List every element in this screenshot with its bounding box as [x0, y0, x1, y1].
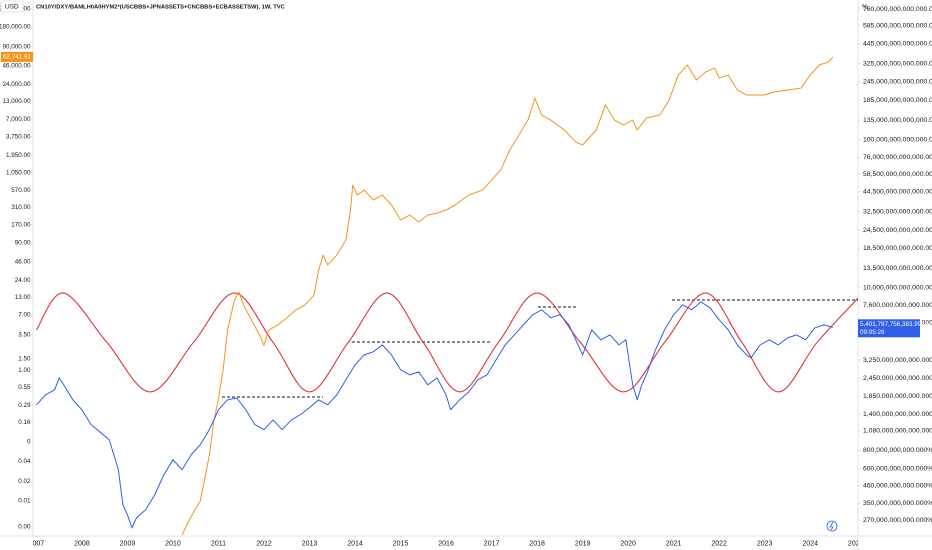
y-tick-label: 3.50	[18, 331, 31, 338]
y2-tick-label: 1,400,000,000,000.000%	[863, 411, 932, 418]
y2-tick-label: 10,000,000,000,000.000%	[863, 284, 932, 291]
x-tick-label: 2016	[438, 540, 454, 547]
y-tick-label: 1,950.00	[6, 152, 31, 159]
y2-tick-label: 1,080,000,000,000.000%	[863, 428, 932, 435]
y-tick-label: 0.16	[18, 419, 31, 426]
x-tick-label: 2018	[529, 540, 545, 547]
y-tick-label: 1.00	[18, 367, 31, 374]
y2-tick-label: 350,000,000,000.000%	[863, 500, 932, 507]
y2-tick-label: 245,000,000,000,000.000%	[863, 79, 932, 86]
y-tick-label: 7.00	[18, 312, 31, 319]
y2-tick-label: 7,600,000,000,000.000%	[863, 302, 932, 309]
y2-tick-label: 100,000,000,000,000.000%	[863, 136, 932, 143]
x-tick-label: 2014	[347, 540, 363, 547]
last-price-label: 62,741.91	[3, 54, 32, 61]
series-line	[35, 292, 858, 393]
y2-tick-label: 460,000,000,000.000%	[863, 483, 932, 490]
x-tick-label: 2008	[74, 540, 90, 547]
y-tick-label: 24.00	[15, 277, 31, 284]
y2-tick-label: 3,250,000,000,000.000%	[863, 357, 932, 364]
x-tick-label: 2020	[620, 540, 636, 547]
y-tick-label: 3,750.00	[6, 134, 31, 141]
y2-tick-label: 44,500,000,000,000.000%	[863, 188, 932, 195]
percent-label: %	[862, 4, 868, 11]
y-tick-label: 570.00	[11, 187, 31, 194]
x-tick-label: 2007	[29, 540, 45, 547]
countdown-label: 09:05:28	[860, 329, 885, 336]
y2-tick-label: 585,000,000,000,000.000%	[863, 23, 932, 30]
currency-label: USD	[5, 4, 19, 11]
y-tick-label: 0.55	[18, 384, 31, 391]
time-axis: 2007 2008 2009 2010 2011 2012 2013 2014 2015 2016…	[29, 536, 864, 547]
x-tick-label: 2010	[165, 540, 181, 547]
y2-tick-label: 13,500,000,000,000.000%	[863, 265, 932, 272]
x-tick-label: 2013	[302, 540, 318, 547]
y-tick-label: 13,000.00	[2, 98, 31, 105]
settings-icon-glyph	[829, 521, 834, 531]
y-tick-label: 46,000.00	[2, 62, 31, 69]
x-tick-label: 2012	[256, 540, 272, 547]
y-tick-label: 310.00	[11, 204, 31, 211]
y2-tick-label: 800,000,000,000.000%	[863, 447, 932, 454]
y-tick-label: 90.00	[15, 239, 31, 246]
y2-tick-label: 18,500,000,000,000.000%	[863, 245, 932, 252]
y2-tick-label: 325,000,000,000,000.000%	[863, 61, 932, 68]
plot-area	[35, 56, 858, 536]
last-price-box	[858, 319, 920, 338]
last-price-label: 5,401,797,756,383.992%	[860, 321, 931, 328]
y2-tick-label: 2,450,000,000,000.000%	[863, 375, 932, 382]
y2-tick-label: 270,000,000,000.000%	[863, 517, 932, 524]
y-tick-label: 0.00	[18, 524, 31, 531]
series-line	[181, 56, 834, 536]
x-tick-label: 2017	[484, 540, 500, 547]
dashed-levels	[222, 299, 858, 398]
y2-tick-label: 135,000,000,000,000.000%	[863, 117, 932, 124]
y-tick-label: 1.50	[18, 355, 31, 362]
x-tick-label: 2025	[848, 540, 864, 547]
x-tick-label: 2021	[666, 540, 682, 547]
y-tick-label: 24,000.00	[2, 81, 31, 88]
x-tick-label: 2019	[575, 540, 591, 547]
y-tick-label: 0.02	[18, 478, 31, 485]
y-tick-label: 90,000.00	[2, 43, 31, 50]
y2-tick-label: 185,000,000,000,000.000%	[863, 97, 932, 104]
last-price-box	[1, 51, 33, 62]
x-tick-label: 2011	[211, 540, 226, 547]
x-tick-label: 2009	[120, 540, 136, 547]
y-tick-label: 0	[27, 439, 31, 446]
y2-tick-label: 600,000,000,000.000%	[863, 465, 932, 472]
y2-tick-label: 760,000,000,000,000.000%	[863, 6, 932, 13]
settings-icon[interactable]	[826, 520, 838, 532]
y-tick-label: 0.04	[18, 458, 31, 465]
y-tick-label: 46.00	[15, 258, 31, 265]
y-tick-label: 170.00	[11, 221, 31, 228]
y2-tick-label: 32,500,000,000,000.000%	[863, 209, 932, 216]
x-tick-label: 2015	[393, 540, 409, 547]
y-tick-label: 13.00	[15, 294, 31, 301]
y-tick-label: 180,000.00	[0, 24, 31, 31]
currency-box[interactable]	[0, 0, 24, 13]
chart-title: CN10Y/DXY/BAMLH0A0HYM2*(USCBBS+JPNASSETS…	[36, 5, 286, 11]
y-tick-label: 1,050.00	[6, 170, 31, 177]
y2-tick-label: 76,000,000,000,000.000%	[863, 154, 932, 161]
y-tick-label: 0.01	[18, 498, 31, 505]
y2-tick-label: 58,500,000,000,000.000%	[863, 171, 932, 178]
y-tick-label: 7,000.00	[6, 116, 31, 123]
y2-tick-label: 445,000,000,000,000.000%	[863, 40, 932, 47]
y2-tick-label: 24,500,000,000,000.000%	[863, 227, 932, 234]
series-line	[36, 301, 834, 529]
x-tick-label: 2023	[757, 540, 773, 547]
price-labels: 62,741.91 5,401,797,756,383.992%09:05:28	[1, 51, 931, 338]
x-tick-label: 2022	[711, 540, 727, 547]
y2-tick-label: 1,850,000,000,000.000%	[863, 393, 932, 400]
x-tick-label: 2024	[802, 540, 818, 547]
ticks: 340,000.00180,000.0090,000.0046,000.0024…	[0, 6, 932, 531]
y-tick-label: 0.29	[18, 402, 31, 409]
